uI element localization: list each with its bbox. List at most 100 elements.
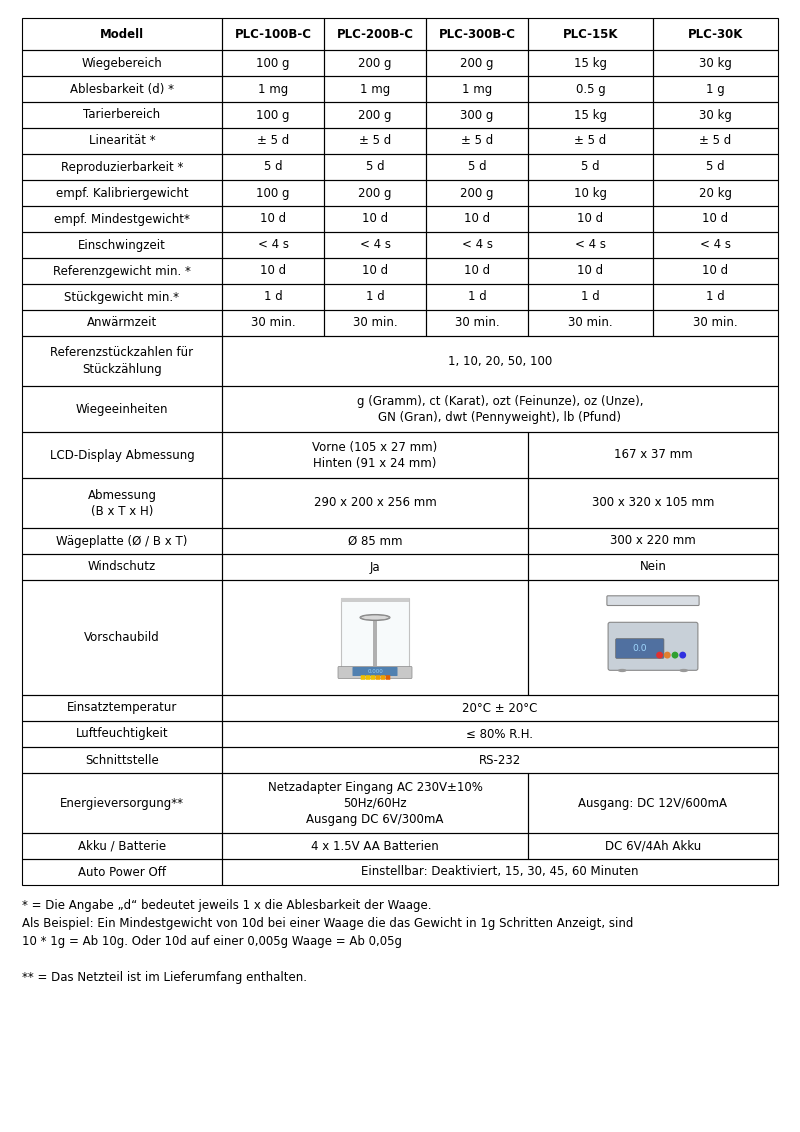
Bar	[22, 206, 222, 232]
Bar	[22, 721, 222, 747]
Text: 5 d: 5 d	[468, 161, 486, 173]
Bar	[324, 154, 426, 180]
Text: 1 d: 1 d	[468, 291, 486, 303]
Text: Ausgang: DC 12V/600mA: Ausgang: DC 12V/600mA	[578, 797, 727, 809]
Bar	[528, 478, 778, 528]
Text: DC 6V/4Ah Akku: DC 6V/4Ah Akku	[605, 840, 701, 852]
Circle shape	[665, 652, 670, 658]
Text: 0.5 g: 0.5 g	[576, 83, 606, 95]
Text: Netzadapter Eingang AC 230V±10%
50Hz/60Hz
Ausgang DC 6V/300mA: Netzadapter Eingang AC 230V±10% 50Hz/60H…	[267, 780, 482, 825]
Text: 290 x 200 x 256 mm: 290 x 200 x 256 mm	[314, 497, 436, 509]
Bar	[222, 773, 528, 833]
Text: Tarierbereich: Tarierbereich	[83, 109, 161, 121]
Bar	[528, 180, 653, 206]
Bar	[222, 284, 324, 310]
Bar	[22, 833, 222, 859]
Bar	[653, 258, 778, 284]
Bar	[426, 206, 528, 232]
Text: 200 g: 200 g	[358, 109, 392, 121]
Bar	[222, 336, 778, 386]
Text: ** = Das Netzteil ist im Lieferumfang enthalten.: ** = Das Netzteil ist im Lieferumfang en…	[22, 971, 307, 984]
Bar	[324, 180, 426, 206]
Text: 10 * 1g = Ab 10g. Oder 10d auf einer 0,005g Waage = Ab 0,05g: 10 * 1g = Ab 10g. Oder 10d auf einer 0,0…	[22, 935, 402, 947]
Bar	[22, 232, 222, 258]
Bar	[373, 616, 377, 666]
Bar	[222, 747, 778, 773]
Text: 1 mg: 1 mg	[258, 83, 288, 95]
Bar	[528, 554, 778, 580]
Bar	[22, 284, 222, 310]
Circle shape	[657, 652, 662, 658]
Bar	[222, 833, 528, 859]
Text: 200 g: 200 g	[358, 57, 392, 69]
Text: Vorschaubild: Vorschaubild	[84, 631, 160, 644]
Text: 200 g: 200 g	[460, 187, 494, 199]
Bar	[528, 154, 653, 180]
Ellipse shape	[618, 669, 626, 672]
Bar	[426, 284, 528, 310]
Bar	[222, 528, 528, 554]
Bar	[426, 232, 528, 258]
Text: ± 5 d: ± 5 d	[699, 135, 732, 147]
Bar	[222, 154, 324, 180]
FancyBboxPatch shape	[386, 675, 390, 680]
Bar	[222, 310, 324, 336]
Text: Modell: Modell	[100, 27, 144, 41]
Text: 15 kg: 15 kg	[574, 57, 607, 69]
Bar	[22, 747, 222, 773]
Text: Akku / Batterie: Akku / Batterie	[78, 840, 166, 852]
Bar	[222, 478, 528, 528]
Bar	[653, 310, 778, 336]
Text: LCD-Display Abmessung: LCD-Display Abmessung	[50, 448, 194, 462]
Bar	[426, 50, 528, 76]
Bar	[528, 102, 653, 128]
Bar	[22, 580, 222, 695]
Text: 30 min.: 30 min.	[353, 317, 398, 329]
Text: 5 d: 5 d	[264, 161, 282, 173]
Bar	[653, 128, 778, 154]
Text: 30 kg: 30 kg	[699, 57, 732, 69]
Bar	[528, 284, 653, 310]
Text: g (Gramm), ct (Karat), ozt (Feinunze), oz (Unze),
GN (Gran), dwt (Pennyweight), : g (Gramm), ct (Karat), ozt (Feinunze), o…	[357, 394, 643, 423]
Bar	[22, 180, 222, 206]
Text: 200 g: 200 g	[460, 57, 494, 69]
Text: PLC-30K: PLC-30K	[688, 27, 743, 41]
Text: 10 d: 10 d	[260, 213, 286, 225]
Ellipse shape	[679, 669, 688, 672]
Bar	[528, 310, 653, 336]
Bar	[222, 180, 324, 206]
Bar	[528, 258, 653, 284]
FancyBboxPatch shape	[338, 667, 412, 678]
Text: < 4 s: < 4 s	[359, 239, 390, 251]
Bar	[22, 432, 222, 478]
Text: RS-232: RS-232	[479, 754, 521, 766]
Text: 1 d: 1 d	[264, 291, 282, 303]
FancyBboxPatch shape	[616, 638, 664, 659]
Text: 1 d: 1 d	[581, 291, 600, 303]
Text: < 4 s: < 4 s	[700, 239, 731, 251]
FancyBboxPatch shape	[607, 595, 699, 606]
Bar	[22, 478, 222, 528]
Text: 300 g: 300 g	[460, 109, 494, 121]
Bar	[222, 258, 324, 284]
Text: Ablesbarkeit (d) *: Ablesbarkeit (d) *	[70, 83, 174, 95]
Bar	[324, 50, 426, 76]
Text: PLC-15K: PLC-15K	[562, 27, 618, 41]
Bar	[426, 310, 528, 336]
Bar	[528, 833, 778, 859]
Bar	[22, 695, 222, 721]
Text: 100 g: 100 g	[256, 57, 290, 69]
Bar	[528, 773, 778, 833]
Bar	[22, 128, 222, 154]
Bar	[324, 310, 426, 336]
Text: Einsatztemperatur: Einsatztemperatur	[67, 702, 177, 714]
Text: 0.0: 0.0	[633, 644, 647, 653]
Text: Ja: Ja	[370, 560, 380, 574]
Text: ± 5 d: ± 5 d	[359, 135, 391, 147]
Bar	[528, 432, 778, 478]
Text: Luftfeuchtigkeit: Luftfeuchtigkeit	[76, 728, 168, 740]
Text: 20 kg: 20 kg	[699, 187, 732, 199]
Bar	[222, 18, 324, 50]
Text: 167 x 37 mm: 167 x 37 mm	[614, 448, 692, 462]
Bar	[222, 721, 778, 747]
